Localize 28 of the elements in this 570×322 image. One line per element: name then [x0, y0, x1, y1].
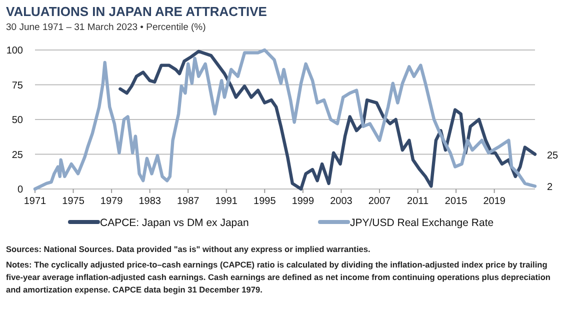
- x-tick-label: 1983: [138, 196, 162, 207]
- x-tick-label: 1971: [24, 196, 47, 207]
- line-series: [33, 48, 537, 191]
- x-tick-label: 1999: [292, 196, 314, 207]
- x-tick-label: 1987: [176, 196, 200, 207]
- y-tick-label: 75: [12, 80, 24, 92]
- x-tick-label: 2003: [330, 196, 353, 207]
- annotation: 25: [547, 150, 559, 162]
- x-tick-label: 1995: [254, 196, 276, 207]
- chart-subtitle: 30 June 1971 – 31 March 2023 • Percentile (%): [6, 22, 206, 33]
- x-tick-label: 2015: [444, 196, 468, 207]
- legend-label: JPY/USD Real Exchange Rate: [350, 217, 494, 229]
- x-tick-label: 1975: [62, 196, 85, 207]
- source-note: Sources: National Sources. Data provided "as is" without any express or implied warranties.: [6, 244, 370, 254]
- y-tick-label: 25: [12, 150, 24, 161]
- y-tick-label: 100: [6, 46, 24, 56]
- annotation: 2: [547, 182, 553, 194]
- line-series: [118, 50, 537, 191]
- y-tick-label: 0: [17, 184, 24, 196]
- x-tick-label: 1979: [100, 196, 124, 207]
- legend-label: CAPCE: Japan vs DM ex Japan: [100, 217, 249, 229]
- x-tick-label: 2019: [483, 196, 506, 207]
- y-tick-label: 50: [12, 115, 24, 126]
- x-tick-label: 2011: [407, 196, 429, 207]
- x-tick-label: 1991: [215, 196, 238, 207]
- chart-title: VALUATIONS IN JAPAN ARE ATTRACTIVE: [6, 4, 268, 19]
- x-tick-label: 2007: [368, 196, 392, 207]
- text: Notes: The cyclically adjusted price-to–cash earnings (CAPCE) ratio is calculated by dividing the inflation-adjusted index price by trailing five-year average inflation-adjusted cash earnings. Cash earnings are defined as net income from continuing operations plus depreciation and amortization expense. CAPCE data begin 31 December 1979.: [6, 260, 550, 294]
